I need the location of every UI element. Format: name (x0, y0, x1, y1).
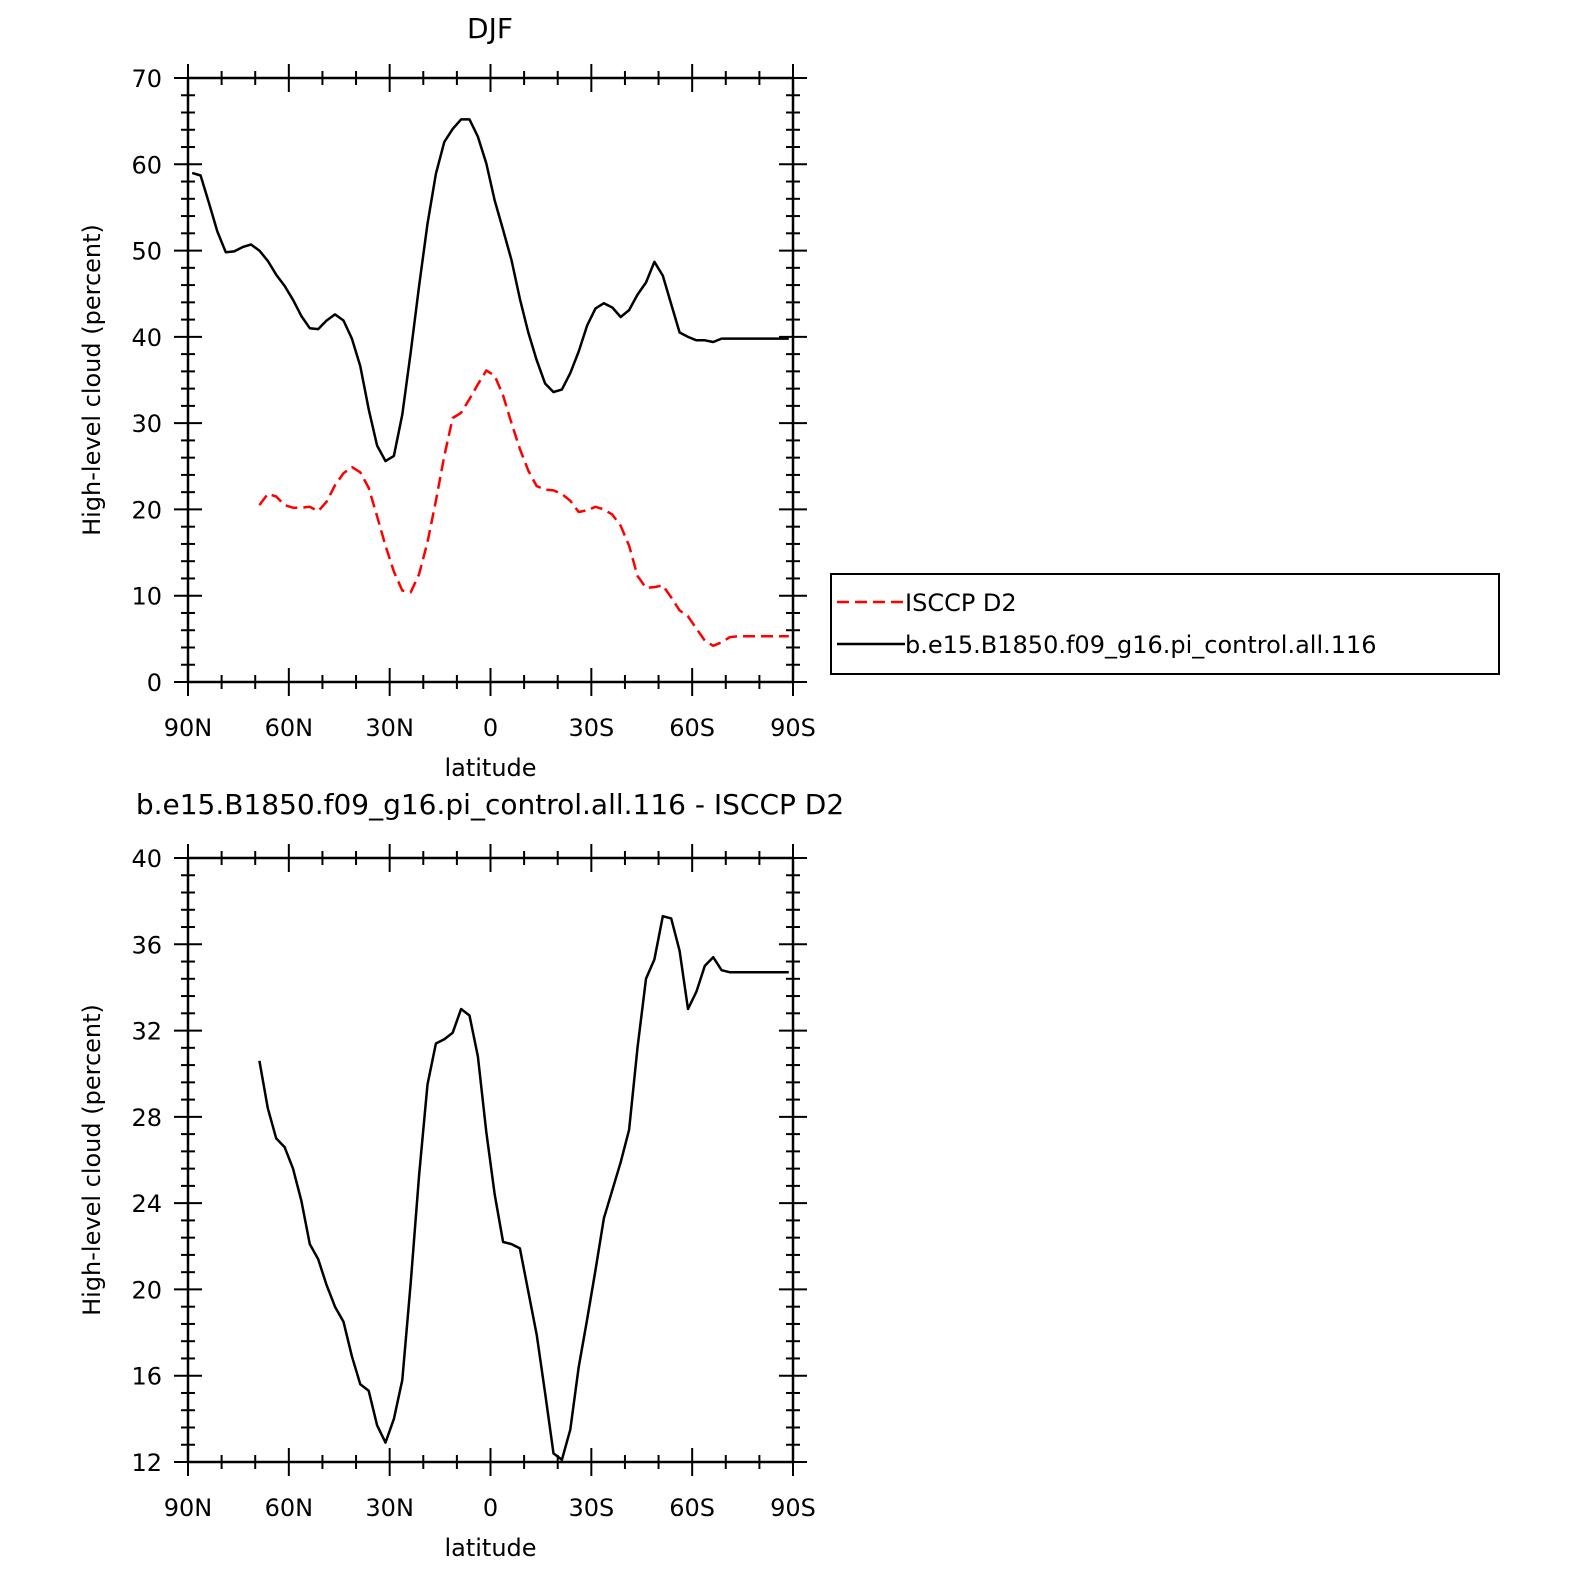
plot-frame (186, 76, 795, 684)
series-line-2-1 (258, 914, 789, 1462)
x-tick-label: 60S (669, 1494, 715, 1522)
x-tick-label: 60N (265, 1494, 314, 1522)
legend-label: b.e15.B1850.f09_g16.pi_control.all.116 (905, 631, 1377, 659)
y-tick-label: 60 (131, 151, 162, 179)
plot-title: DJF (467, 12, 513, 45)
panel-1: DJF 0 10 20 30 40 50 60 70 90N 60N 30N 0 30S 60S 90S lat… (78, 12, 1500, 782)
x-axis-title: latitude (444, 1534, 536, 1562)
x-tick-label: 30N (365, 1494, 414, 1522)
x-tick-label: 0 (483, 714, 498, 742)
y-tick-label: 40 (131, 324, 162, 352)
x-tick-label: 90S (770, 714, 816, 742)
series-line-1-1 (258, 369, 789, 648)
x-tick-label: 30S (568, 1494, 614, 1522)
y-tick-label: 70 (131, 65, 162, 93)
y-tick-label: 28 (131, 1104, 162, 1132)
y-tick-label: 36 (131, 931, 162, 959)
legend-label: ISCCP D2 (905, 589, 1017, 617)
y-tick-label: 12 (131, 1449, 162, 1477)
y-tick-label: 32 (131, 1018, 162, 1046)
y-tick-label: 20 (131, 496, 162, 524)
x-tick-label: 90N (164, 714, 213, 742)
x-tick-label: 60N (265, 714, 314, 742)
y-tick-label: 20 (131, 1276, 162, 1304)
panel-2: b.e15.B1850.f09_g16.pi_control.all.116 -… (78, 788, 844, 1562)
y-axis-title: High-level cloud (percent) (78, 1004, 106, 1316)
x-tick-label: 30S (568, 714, 614, 742)
x-axis-title: latitude (444, 754, 536, 782)
y-tick-label: 16 (131, 1363, 162, 1391)
y-tick-label: 40 (131, 845, 162, 873)
x-tick-label: 30N (365, 714, 414, 742)
plot-title: b.e15.B1850.f09_g16.pi_control.all.116 -… (136, 788, 844, 821)
y-axis-title: High-level cloud (percent) (78, 224, 106, 536)
x-tick-label: 60S (669, 714, 715, 742)
series-line-1-2 (191, 118, 789, 463)
legend: ISCCP D2 b.e15.B1850.f09_g16.pi_control.a… (830, 573, 1500, 675)
y-tick-label: 10 (131, 583, 162, 611)
x-tick-label: 90S (770, 1494, 816, 1522)
y-tick-label: 50 (131, 238, 162, 266)
y-tick-label: 30 (131, 410, 162, 438)
y-tick-label: 24 (131, 1190, 162, 1218)
x-tick-label: 90N (164, 1494, 213, 1522)
x-tick-label: 0 (483, 1494, 498, 1522)
legend-box (830, 573, 1500, 675)
y-tick-label: 0 (147, 669, 162, 697)
